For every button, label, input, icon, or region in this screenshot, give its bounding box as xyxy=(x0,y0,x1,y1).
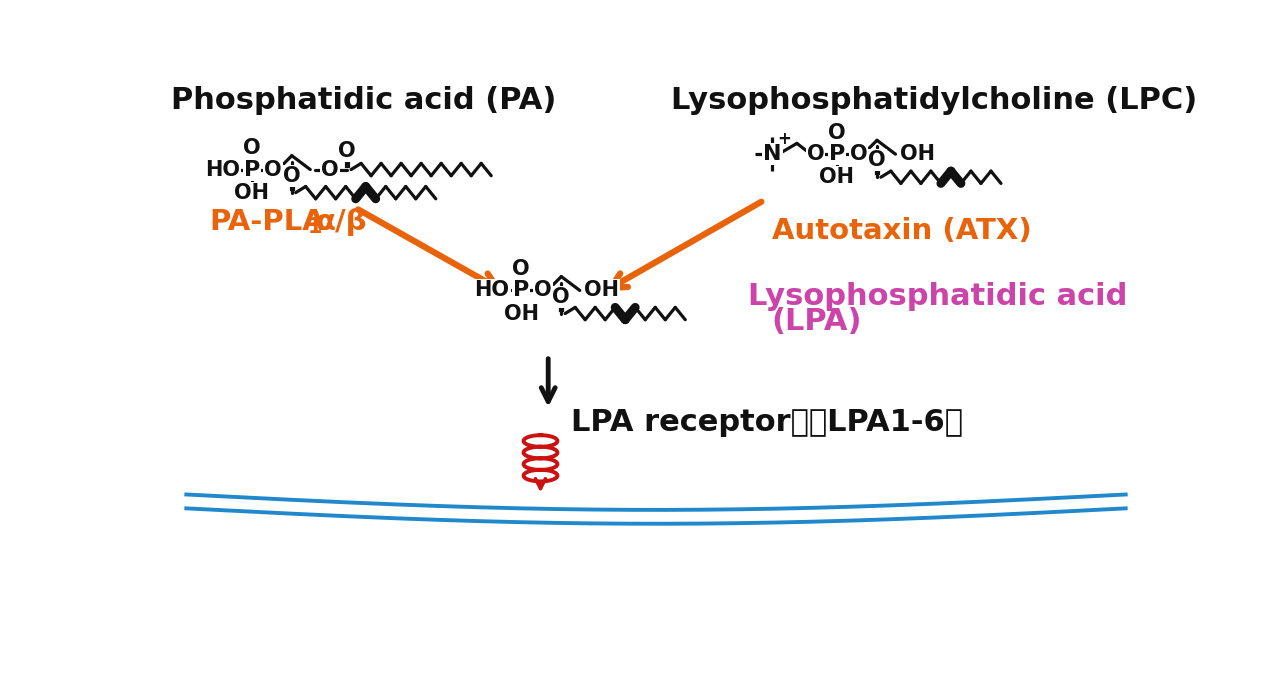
Text: O: O xyxy=(338,141,356,161)
Text: N: N xyxy=(763,144,782,164)
Text: O: O xyxy=(553,287,570,306)
Text: O: O xyxy=(553,287,570,306)
Text: O: O xyxy=(243,138,261,158)
Text: OH: OH xyxy=(584,280,618,300)
Text: O: O xyxy=(321,159,339,180)
Text: O: O xyxy=(828,123,846,142)
Text: LPA receptor　（LPA1-6）: LPA receptor （LPA1-6） xyxy=(571,408,964,437)
Text: OH: OH xyxy=(504,304,539,323)
Text: HO: HO xyxy=(475,280,509,300)
Text: OH: OH xyxy=(234,183,269,202)
Text: Phosphatidic acid (PA): Phosphatidic acid (PA) xyxy=(172,86,557,115)
Text: OH: OH xyxy=(900,144,934,164)
Text: Autotaxin (ATX): Autotaxin (ATX) xyxy=(772,217,1032,245)
Text: (LPA): (LPA) xyxy=(772,306,861,335)
Text: PA-PLA: PA-PLA xyxy=(210,208,325,236)
Text: Lysophosphatidic acid: Lysophosphatidic acid xyxy=(749,282,1128,311)
Text: O: O xyxy=(283,165,301,186)
Text: Lysophosphatidylcholine (LPC): Lysophosphatidylcholine (LPC) xyxy=(672,86,1198,115)
Text: P: P xyxy=(829,144,845,164)
Text: O: O xyxy=(868,151,886,170)
Text: O: O xyxy=(806,144,824,164)
Text: 1: 1 xyxy=(307,217,321,236)
Text: O: O xyxy=(265,159,282,180)
Text: O: O xyxy=(868,151,886,170)
Text: HO: HO xyxy=(205,159,239,180)
Text: O: O xyxy=(850,144,868,164)
Text: P: P xyxy=(513,280,530,300)
Text: +: + xyxy=(777,130,791,148)
Text: O: O xyxy=(534,280,552,300)
Text: O: O xyxy=(512,259,530,279)
Text: O: O xyxy=(283,165,301,186)
Text: α/β: α/β xyxy=(316,208,367,236)
Text: P: P xyxy=(243,159,260,180)
Text: OH: OH xyxy=(819,167,855,187)
